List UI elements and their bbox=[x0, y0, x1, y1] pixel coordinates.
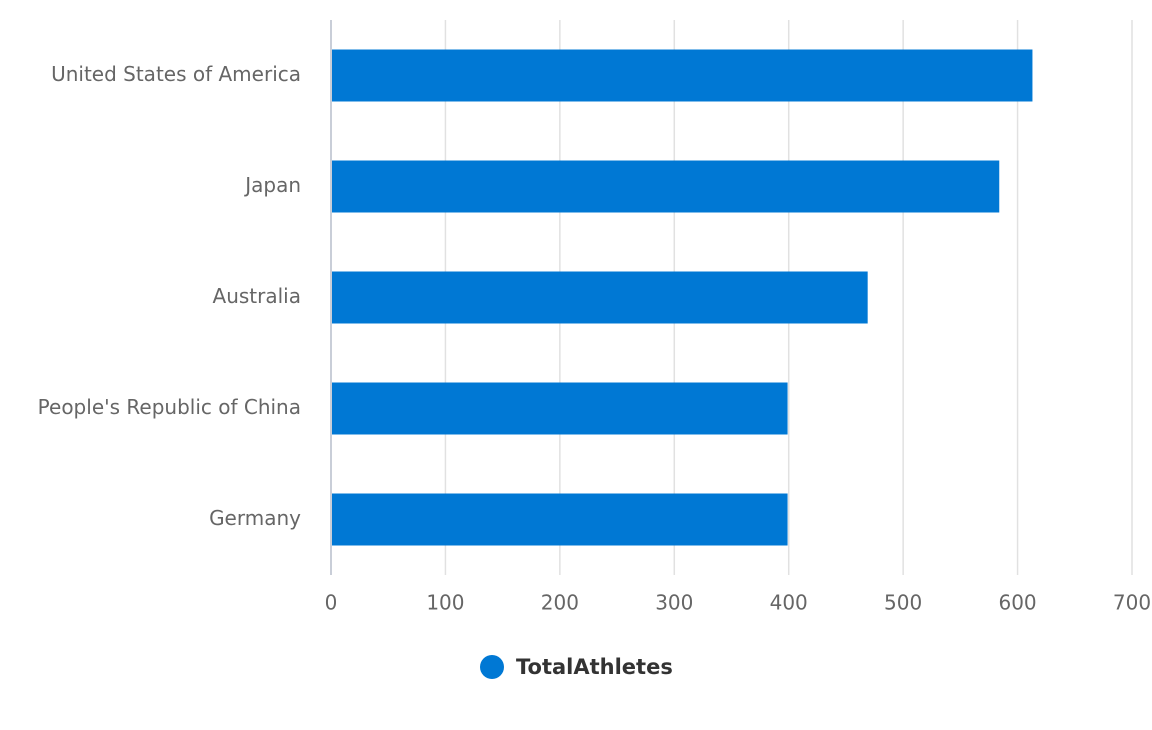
category-label-0: United States of America bbox=[51, 62, 301, 86]
x-tick-label-600: 600 bbox=[998, 591, 1036, 615]
legend[interactable]: TotalAthletes bbox=[480, 655, 673, 679]
x-tick-label-200: 200 bbox=[541, 591, 579, 615]
category-label-2: Australia bbox=[213, 284, 301, 308]
category-label-3: People's Republic of China bbox=[38, 395, 301, 419]
category-label-4: Germany bbox=[209, 506, 301, 530]
x-tick-label-700: 700 bbox=[1113, 591, 1151, 615]
x-tick-label-0: 0 bbox=[325, 591, 338, 615]
category-label-1: Japan bbox=[243, 173, 301, 197]
legend-label: TotalAthletes bbox=[516, 655, 673, 679]
x-tick-label-100: 100 bbox=[426, 591, 464, 615]
x-tick-label-500: 500 bbox=[884, 591, 922, 615]
x-tick-label-400: 400 bbox=[770, 591, 808, 615]
x-tick-label-300: 300 bbox=[655, 591, 693, 615]
bar-4[interactable] bbox=[331, 493, 788, 546]
legend-swatch bbox=[480, 655, 504, 679]
bar-2[interactable] bbox=[331, 271, 868, 324]
bar-1[interactable] bbox=[331, 160, 1000, 213]
bar-3[interactable] bbox=[331, 382, 788, 435]
bar-0[interactable] bbox=[331, 49, 1033, 102]
